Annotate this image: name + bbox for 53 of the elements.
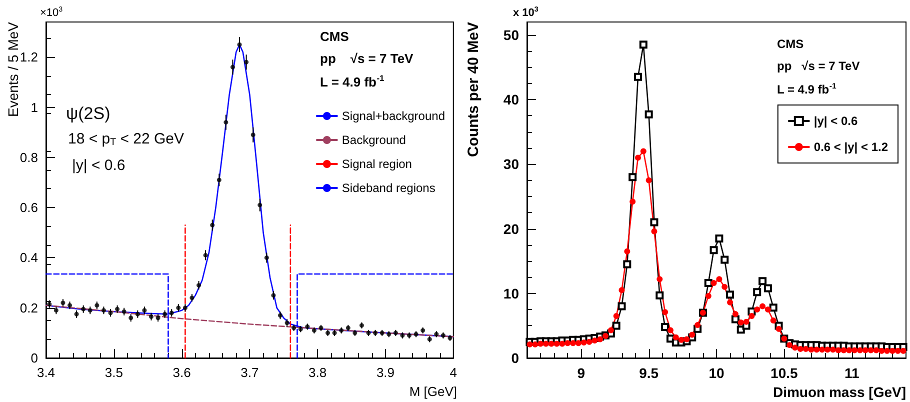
x-tick-label: 3.9 — [376, 365, 395, 380]
y-tick-label: 0 — [511, 350, 520, 366]
y-tick-label: 10 — [503, 285, 520, 302]
x-tick-label: 3.5 — [104, 365, 123, 380]
y-tick-label: 50 — [503, 26, 520, 43]
y-tick-label: 0.6 — [20, 200, 38, 216]
legend-label: 0.6 < |y| < 1.2 — [814, 140, 888, 154]
y-tick-label: 30 — [503, 156, 520, 172]
y-tick-label: 0.8 — [20, 150, 38, 165]
y-tick-label: 0.2 — [20, 300, 38, 316]
x-tick-label: 11 — [844, 365, 860, 381]
y-tick-label: 40 — [503, 92, 520, 108]
point — [230, 64, 235, 70]
legend-label: Background — [342, 133, 406, 147]
x-tick-label: 3.6 — [172, 365, 191, 380]
point — [210, 222, 215, 228]
annotation: CMS — [320, 29, 350, 44]
point — [244, 60, 249, 64]
x-tick-label: 9.5 — [639, 365, 659, 381]
x-axis-title: Dimuon mass [GeV] — [772, 384, 906, 400]
point — [264, 255, 269, 260]
x-tick-label: 10 — [708, 365, 724, 381]
x-tick-label: 3.7 — [240, 365, 259, 380]
point — [203, 252, 208, 258]
point — [237, 42, 242, 47]
y-tick-label: 1.2 — [20, 50, 38, 65]
point — [271, 293, 276, 298]
x-tick-label: 9 — [577, 365, 586, 381]
point — [258, 202, 262, 208]
x-tick-label: 10.5 — [770, 365, 798, 381]
point — [196, 283, 202, 288]
legend-label: Signal region — [342, 157, 412, 171]
y-tick-label: 1 — [30, 100, 38, 115]
legend-label: |y| < 0.6 — [814, 114, 858, 128]
annotation: ψ(2S) — [66, 104, 110, 123]
point — [216, 178, 222, 182]
annotation: pp √s = 7 TeV — [320, 51, 414, 66]
legend-label: Signal+background — [342, 109, 445, 123]
x-tick-label: 3.4 — [36, 365, 56, 380]
y-axis-title: Events / 5 MeV — [5, 21, 21, 117]
legend-label: Sideband regions — [342, 181, 436, 195]
y-axis-title: Counts per 40 MeV — [465, 22, 482, 158]
point — [224, 120, 228, 125]
x-axis-title: M [GeV] — [409, 384, 458, 399]
y-tick-label: 20 — [503, 220, 520, 237]
annotation: CMS — [777, 37, 804, 51]
x-tick-label: 3.8 — [308, 365, 327, 380]
y-tick-label: 0 — [30, 350, 38, 366]
x-tick-label: 4 — [450, 365, 457, 380]
point — [250, 132, 256, 138]
annotation: pp √s = 7 TeV — [777, 59, 860, 73]
y-tick-label: 0.4 — [20, 250, 38, 266]
annotation: |y| < 0.6 — [72, 157, 126, 174]
